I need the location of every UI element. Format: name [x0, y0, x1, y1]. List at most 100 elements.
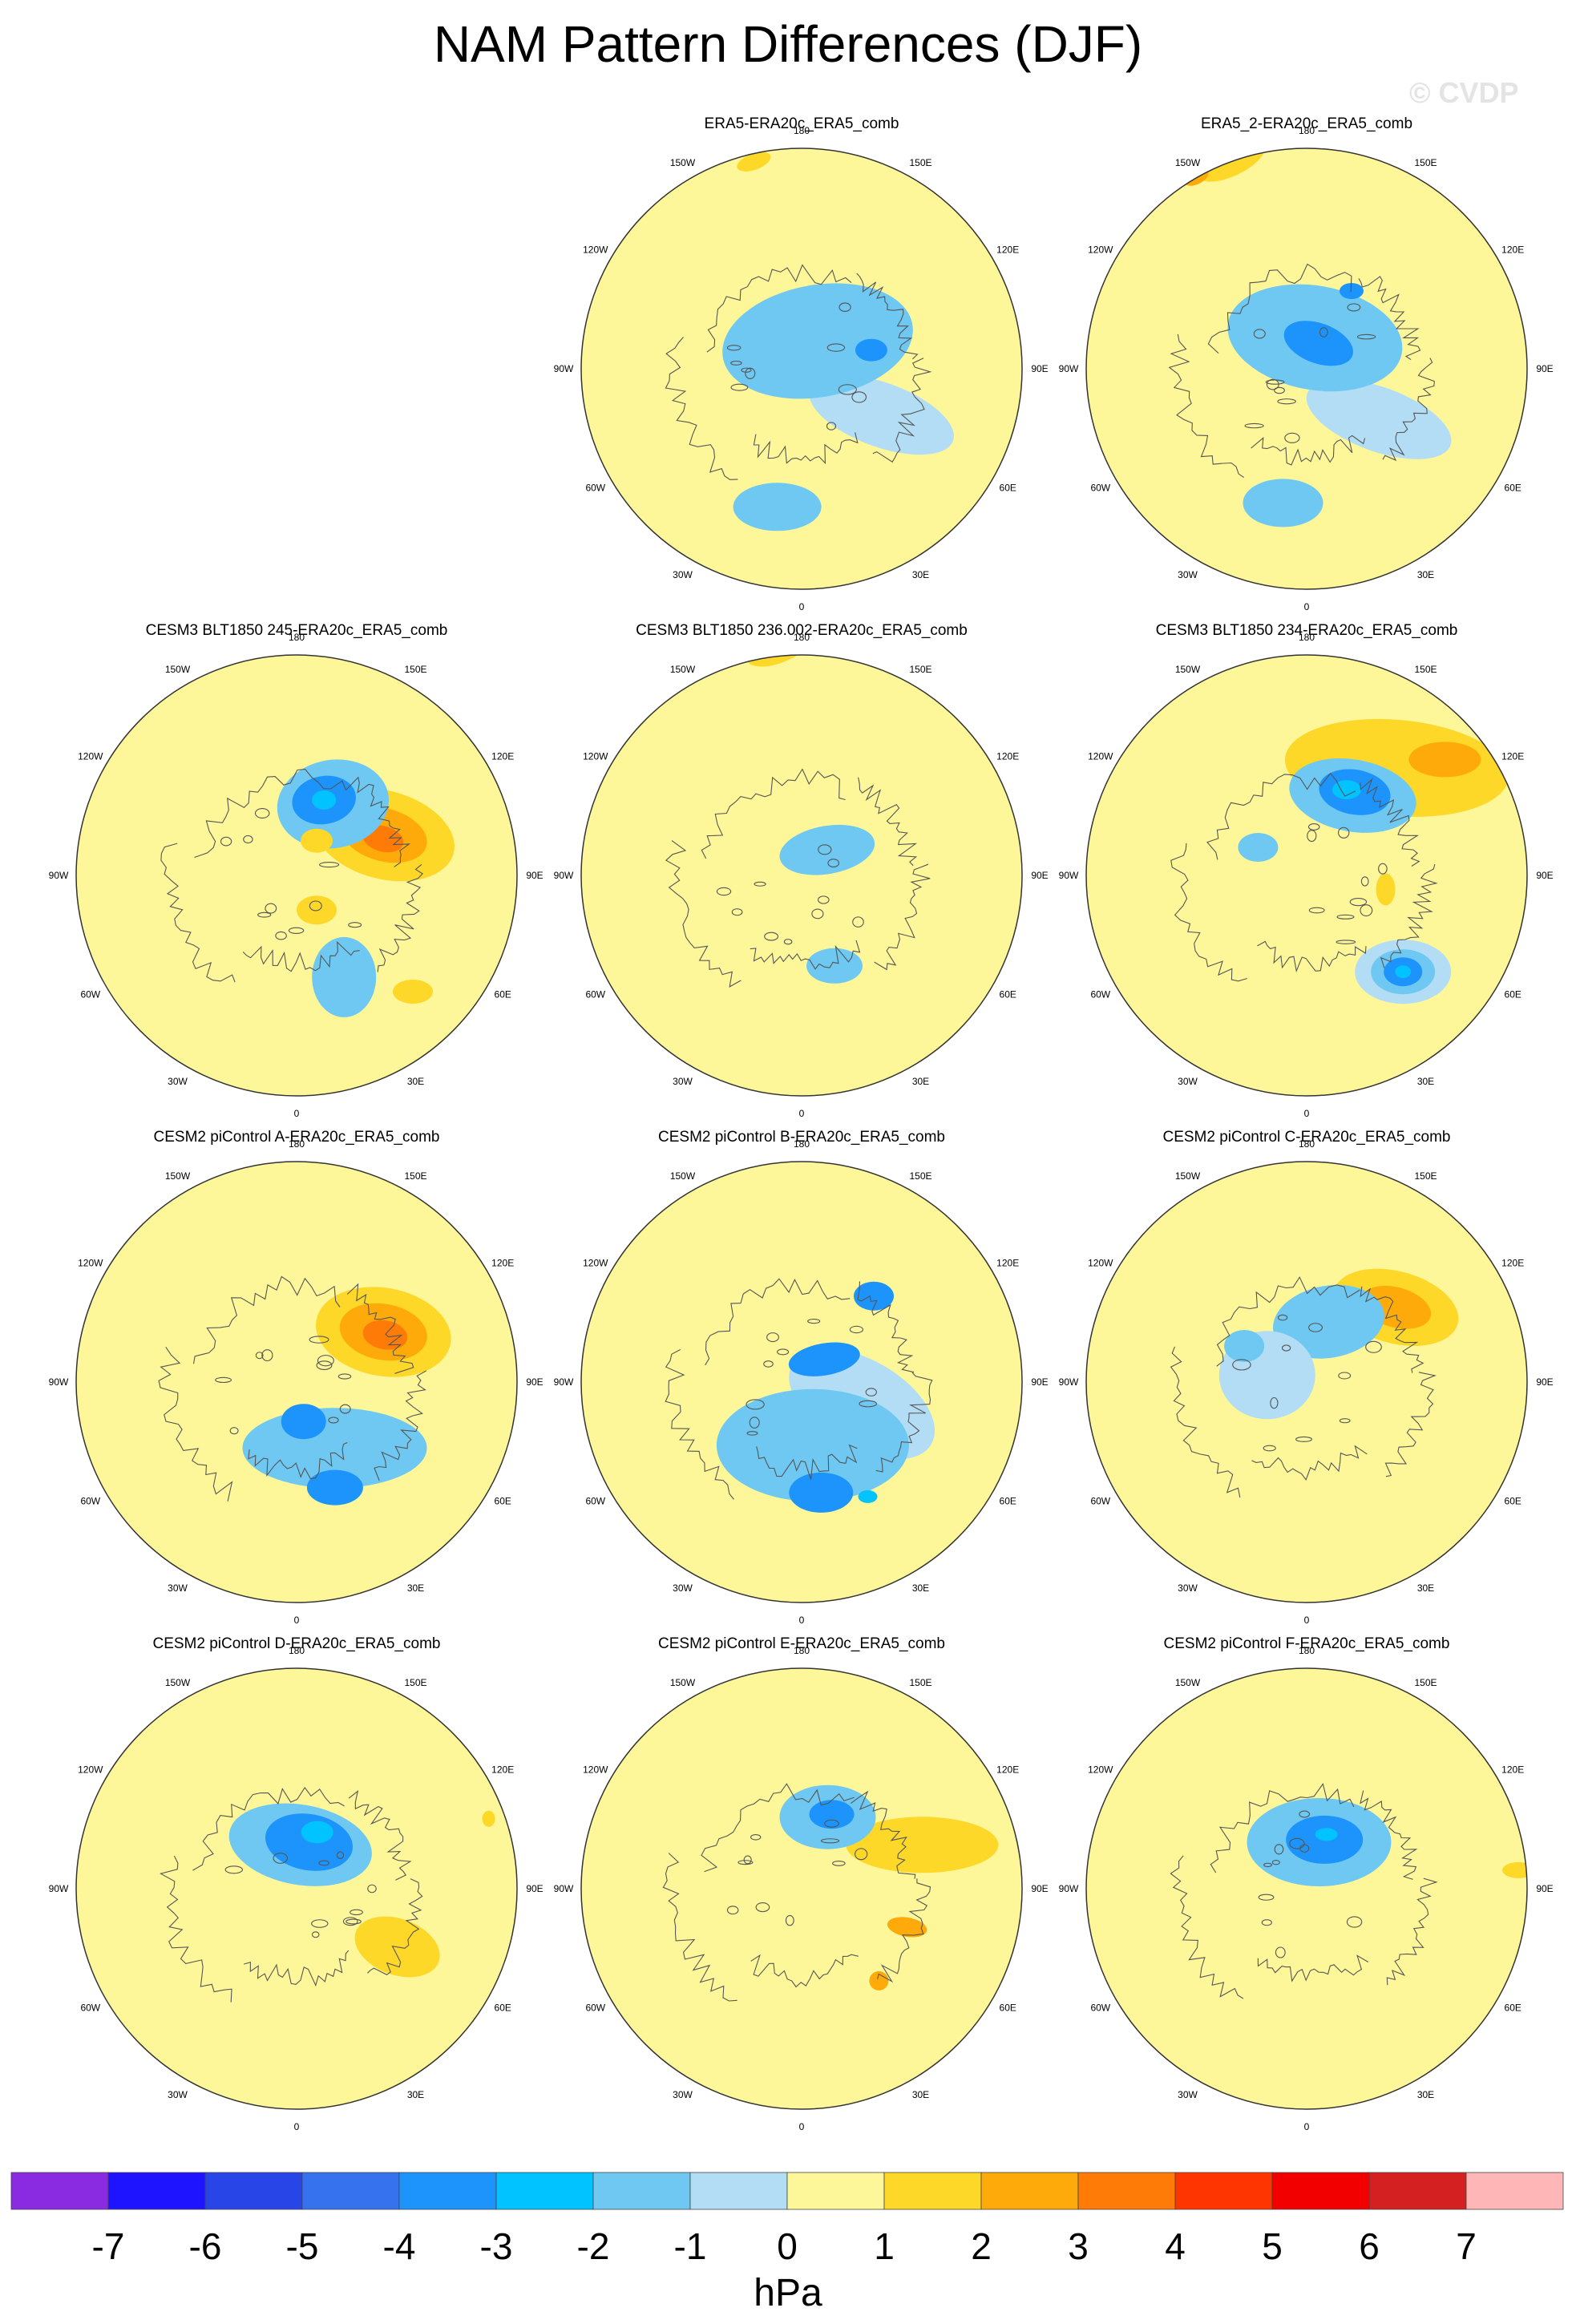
longitude-label: 120W	[583, 245, 608, 256]
colorbar: -7 -6 -5 -4 -3 -2 -1 0 1 2 3 4 5 6 7 hPa	[0, 2164, 1576, 2320]
panel-title: CESM3 BLT1850 234-ERA20c_ERA5_comb	[1156, 622, 1458, 639]
colorbar-swatch	[107, 2172, 206, 2210]
longitude-label: 90W	[1059, 870, 1079, 881]
colorbar-swatch	[1077, 2172, 1176, 2210]
longitude-label: 60E	[1000, 483, 1016, 494]
coastlines	[158, 1275, 427, 1502]
contour-region	[887, 1917, 927, 1938]
longitude-label: 150E	[909, 1677, 931, 1688]
panel-title: CESM2 piControl D-ERA20c_ERA5_comb	[152, 1635, 440, 1652]
longitude-label: 30E	[1417, 1582, 1434, 1594]
polar-map-svg: CESM3 BLT1850 236.002-ERA20c_ERA5_comb18…	[554, 622, 1049, 1119]
longitude-label: 60E	[1505, 989, 1521, 1000]
panel-title: CESM2 piControl E-ERA20c_ERA5_comb	[658, 1635, 945, 1652]
longitude-label: 120E	[996, 245, 1019, 256]
contour-region	[1306, 379, 1452, 459]
colorbar-svg: -7 -6 -5 -4 -3 -2 -1 0 1 2 3 4 5 6 7 hPa	[10, 2172, 1564, 2314]
longitude-label: 90E	[1031, 363, 1048, 374]
longitude-label: 180	[794, 632, 810, 643]
longitude-label: 60W	[1090, 989, 1110, 1000]
colorbar-swatch	[301, 2172, 400, 2210]
contour-region	[1243, 479, 1323, 527]
longitude-label: 120W	[1088, 1764, 1113, 1776]
longitude-label: 30W	[168, 1582, 188, 1594]
colorbar-tick-label: 1	[874, 2225, 895, 2267]
contour-region	[362, 1320, 408, 1350]
contour-region	[789, 1472, 854, 1513]
colorbar-tick-label: -4	[383, 2225, 416, 2267]
longitude-label: 150E	[909, 664, 931, 675]
longitude-label: 150E	[1414, 157, 1437, 168]
longitude-label: 30W	[168, 2089, 188, 2100]
contour-region	[1332, 780, 1361, 800]
contour-region	[281, 1404, 326, 1440]
longitude-label: 90W	[554, 1883, 574, 1894]
longitude-label: 120W	[1088, 1258, 1113, 1269]
map-border	[75, 1161, 518, 1603]
contour-region	[649, 1728, 698, 1793]
colorbar-tick-label: -5	[286, 2225, 319, 2267]
longitude-label: 150E	[404, 1170, 426, 1182]
longitude-label: 0	[294, 1108, 300, 1119]
map-base-field	[581, 655, 1022, 1096]
colorbar-swatch	[1174, 2172, 1273, 2210]
colorbar-swatch	[1465, 2172, 1564, 2210]
longitude-label: 0	[799, 601, 805, 612]
longitude-label: 150W	[165, 1677, 191, 1688]
colorbar-tick-label: 5	[1262, 2225, 1283, 2267]
coastlines	[160, 769, 423, 983]
longitude-label: 30W	[1178, 2089, 1198, 2100]
colorbar-swatch	[592, 2172, 691, 2210]
longitude-label: 90E	[1536, 1883, 1553, 1894]
contour-region	[858, 1489, 878, 1503]
longitude-label: 150W	[1175, 664, 1201, 675]
panel-title: ERA5-ERA20c_ERA5_comb	[705, 115, 899, 132]
longitude-label: 60W	[80, 2003, 100, 2014]
coastlines	[662, 1783, 931, 2002]
contour-region	[393, 980, 433, 1004]
longitude-label: 150W	[670, 157, 696, 168]
longitude-label: 90W	[49, 1376, 69, 1388]
coastlines	[1168, 263, 1435, 479]
longitude-label: 120E	[491, 1764, 514, 1776]
contour-region	[1340, 283, 1364, 299]
longitude-label: 60W	[585, 2003, 605, 2014]
longitude-label: 90E	[1536, 363, 1553, 374]
longitude-label: 0	[799, 1615, 805, 1626]
longitude-label: 30W	[1178, 569, 1198, 580]
map-panel: CESM3 BLT1850 236.002-ERA20c_ERA5_comb 18…	[553, 619, 1050, 1132]
colorbar-swatch	[1271, 2172, 1370, 2210]
longitude-label: 60E	[1505, 483, 1521, 494]
contour-region	[846, 1817, 999, 1873]
longitude-label: 30W	[673, 1582, 693, 1594]
longitude-label: 120E	[996, 1764, 1019, 1776]
colorbar-tick-label: 6	[1359, 2225, 1380, 2267]
panel-title: CESM2 piControl F-ERA20c_ERA5_comb	[1164, 1635, 1450, 1652]
longitude-label: 90W	[1059, 1376, 1079, 1388]
map-panel: CESM2 piControl D-ERA20c_ERA5_comb 180 150…	[48, 1632, 545, 2145]
contour-region	[1502, 1861, 1527, 1878]
colorbar-tick-label: 7	[1456, 2225, 1477, 2267]
longitude-label: 60E	[495, 2003, 511, 2014]
longitude-label: 0	[1304, 1108, 1310, 1119]
longitude-label: 180	[1299, 1645, 1315, 1656]
longitude-label: 120E	[996, 751, 1019, 762]
longitude-label: 180	[289, 1138, 305, 1150]
contour-region	[1238, 833, 1279, 862]
longitude-label: 30E	[912, 569, 929, 580]
colorbar-tick-label: -6	[189, 2225, 222, 2267]
coastlines	[1170, 1276, 1437, 1498]
contour-region	[722, 283, 913, 399]
longitude-label: 60E	[495, 989, 511, 1000]
longitude-label: 120W	[1088, 245, 1113, 256]
longitude-label: 0	[1304, 2121, 1310, 2132]
contour-region	[477, 1748, 497, 1762]
longitude-label: 60E	[1505, 2003, 1521, 2014]
map-border	[1085, 654, 1528, 1097]
